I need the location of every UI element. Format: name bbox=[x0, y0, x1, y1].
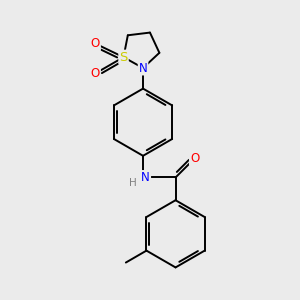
Text: H: H bbox=[129, 178, 137, 188]
Text: N: N bbox=[141, 171, 150, 184]
Text: O: O bbox=[91, 37, 100, 50]
Text: O: O bbox=[190, 152, 199, 165]
Text: S: S bbox=[119, 51, 128, 64]
Text: N: N bbox=[139, 61, 147, 74]
Text: O: O bbox=[91, 67, 100, 80]
